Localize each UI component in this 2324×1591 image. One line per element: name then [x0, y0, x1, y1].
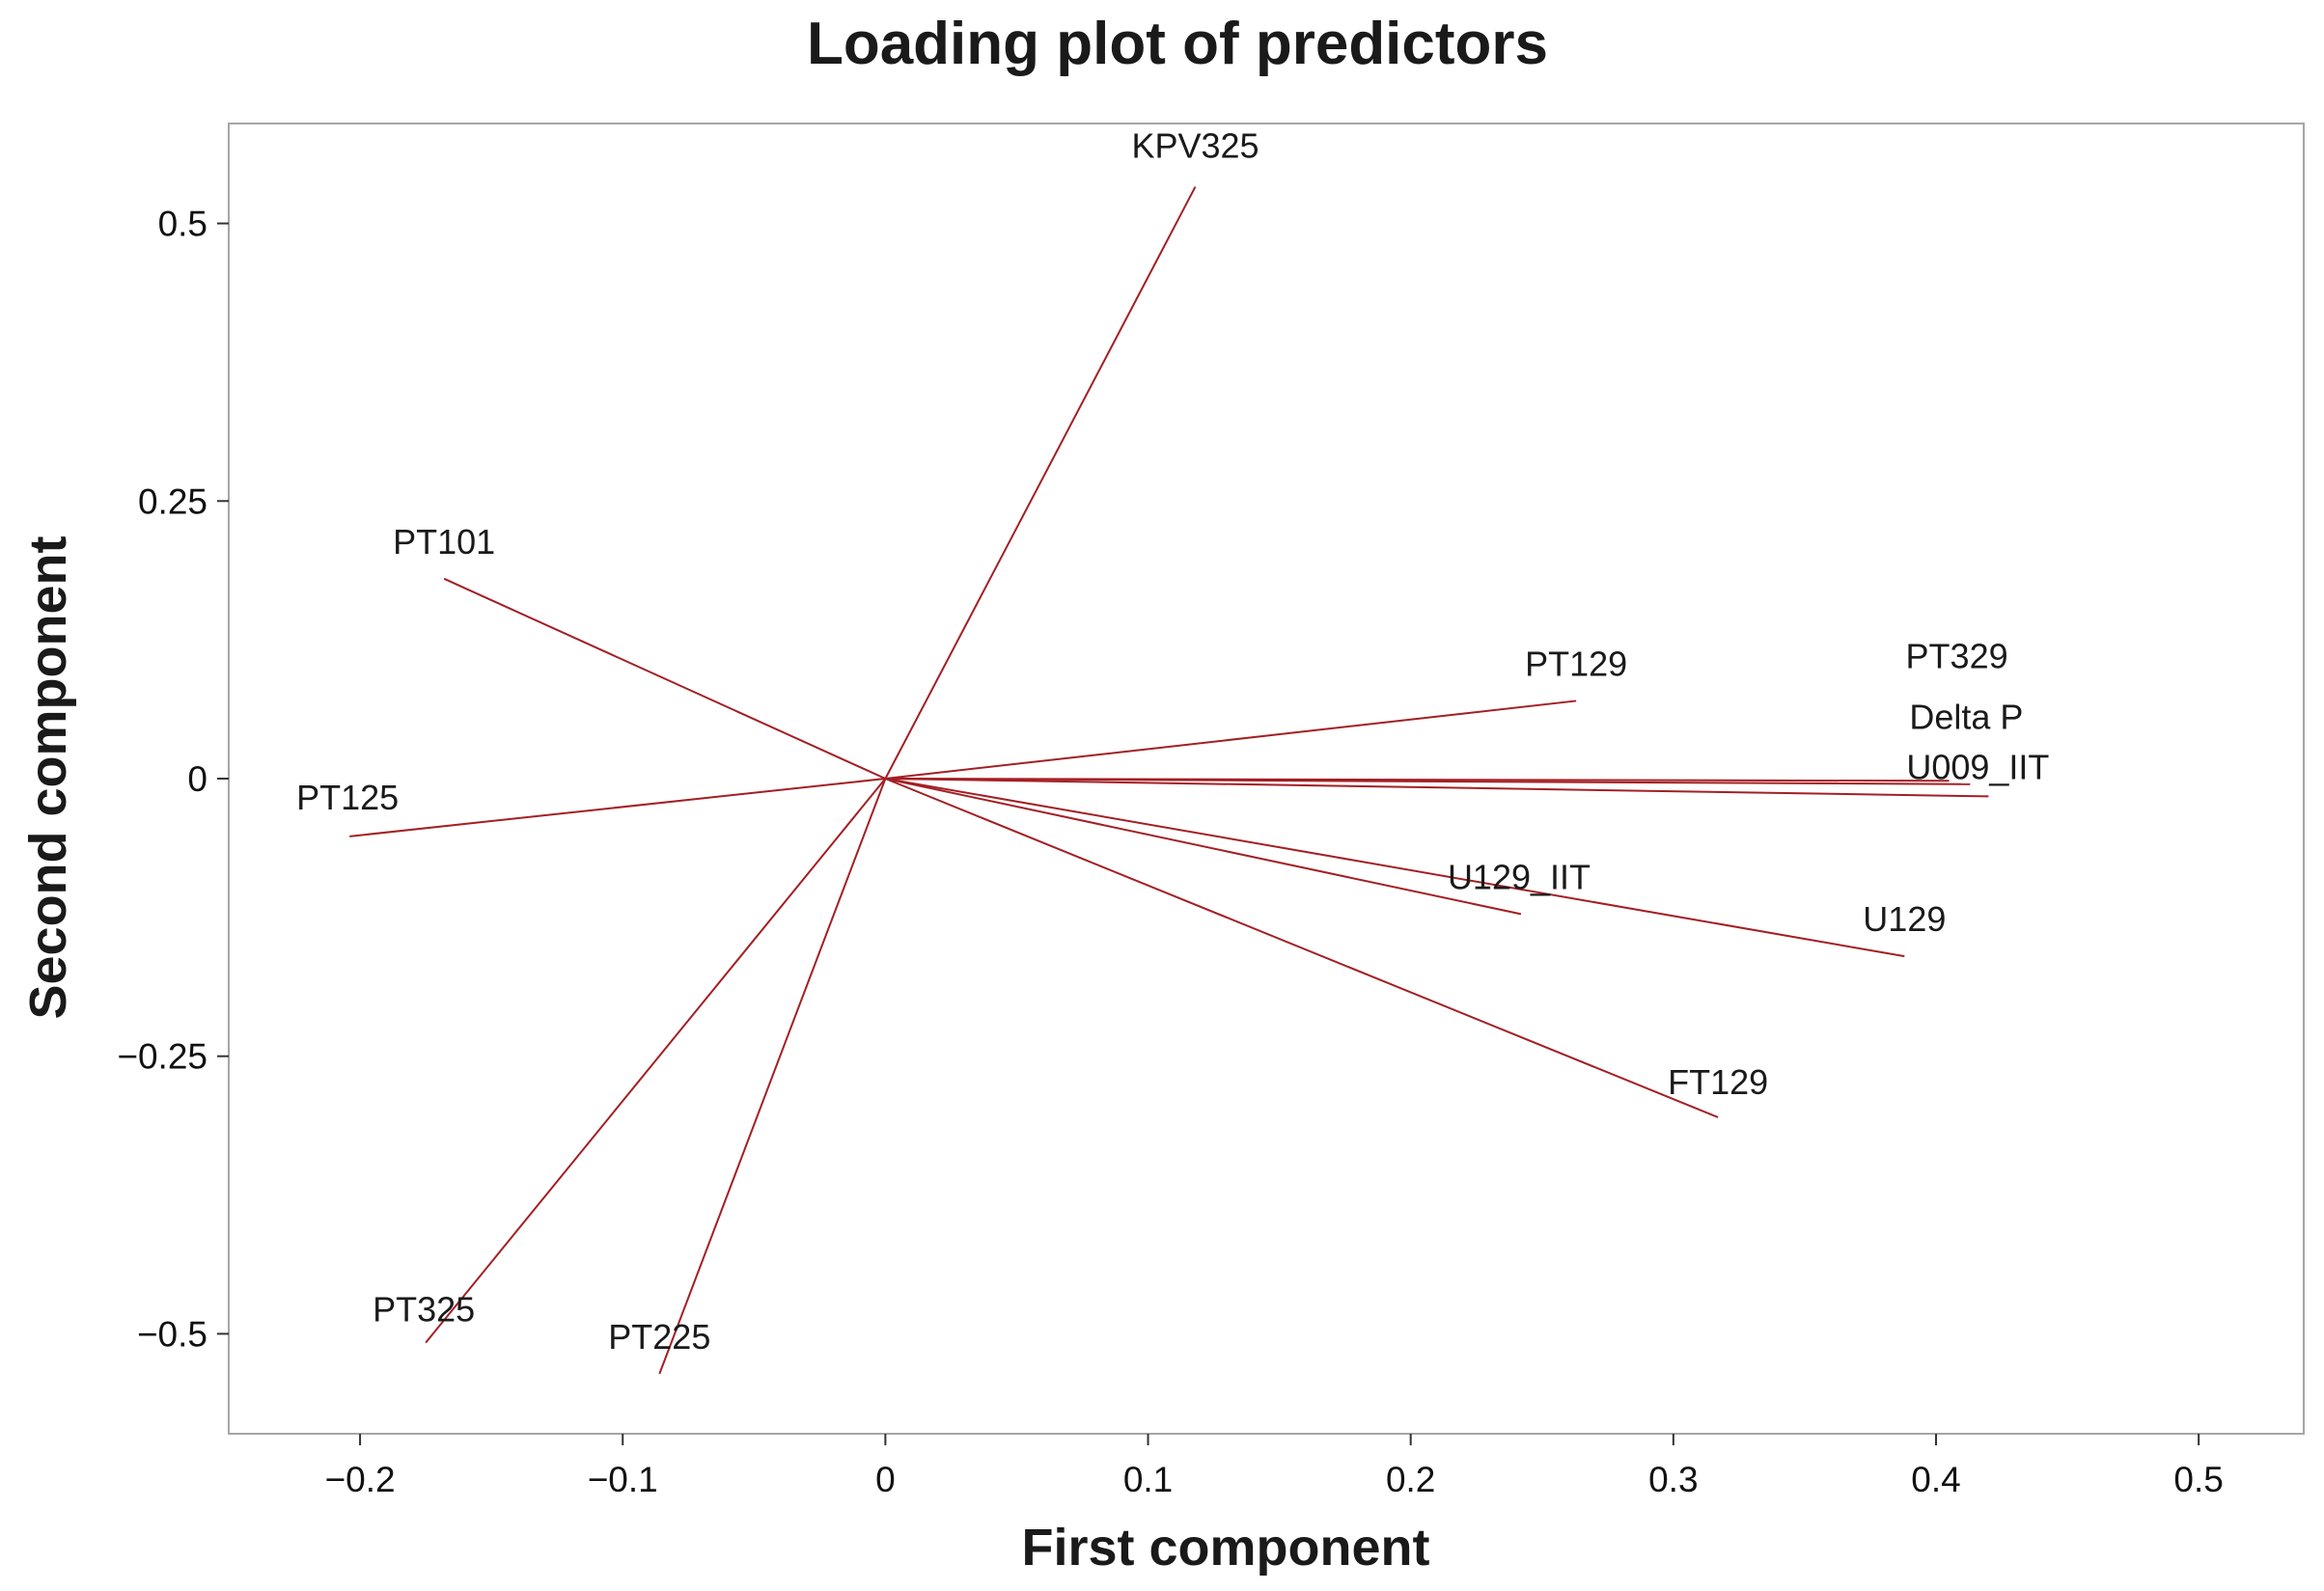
loading-vector-pt225	[658, 778, 887, 1375]
x-tick-label: 0.2	[1386, 1460, 1435, 1499]
loading-label-u009-iit: U009_IIT	[1906, 747, 2049, 786]
x-tick-label: 0.1	[1123, 1460, 1173, 1499]
x-tick-label: 0	[875, 1460, 896, 1499]
loading-label-pt101: PT101	[393, 522, 495, 562]
loading-vector-delta-p	[885, 778, 1971, 785]
loading-label-pt129: PT129	[1525, 644, 1627, 683]
loading-label-u129: U129	[1863, 899, 1946, 939]
loading-label-ft129: FT129	[1668, 1062, 1768, 1102]
x-axis-ticks: −0.2 −0.1 0 0.1 0.2 0.3 0.4 0.5	[325, 1434, 2224, 1499]
x-tick-label: −0.2	[325, 1460, 396, 1499]
y-axis-ticks: 0.5 0.25 0 −0.25 −0.5	[117, 205, 229, 1354]
y-axis-label: Second component	[19, 535, 77, 1019]
y-tick-label: −0.5	[137, 1314, 208, 1354]
loading-label-pt125: PT125	[296, 778, 399, 817]
x-axis-label: First component	[1021, 1519, 1429, 1577]
y-tick-label: 0.25	[138, 481, 208, 521]
loading-label-delta-p: Delta P	[1909, 698, 2023, 737]
loading-vector-ft129	[885, 778, 1719, 1118]
loading-vector-kpv325	[884, 186, 1197, 780]
chart-title: Loading plot of predictors	[807, 11, 1548, 77]
x-tick-label: 0.4	[1911, 1460, 1960, 1499]
loading-label-u129-iit: U129_IIT	[1448, 857, 1591, 896]
y-tick-label: 0.5	[158, 205, 208, 244]
loading-vectors	[349, 186, 1989, 1375]
x-tick-label: 0.5	[2173, 1460, 2223, 1499]
y-tick-label: 0	[187, 759, 208, 799]
loading-labels: KPV325 PT101 PT129 PT329 Delta P U009_IIT PT12…	[296, 126, 2049, 1357]
loading-vector-u129	[885, 778, 1905, 958]
loading-label-kpv325: KPV325	[1131, 126, 1259, 166]
loading-vector-pt129	[885, 699, 1577, 780]
loading-vector-u009-iit	[885, 778, 1989, 798]
x-tick-label: −0.1	[588, 1460, 658, 1499]
loading-vector-u129-iit	[885, 778, 1522, 916]
x-tick-label: 0.3	[1648, 1460, 1698, 1499]
loading-vector-pt325	[425, 778, 887, 1344]
loading-vector-pt101	[443, 577, 886, 780]
loading-vector-pt125	[349, 778, 886, 837]
loading-label-pt329: PT329	[1906, 636, 2008, 675]
loading-label-pt225: PT225	[608, 1317, 710, 1357]
y-tick-label: −0.25	[117, 1037, 208, 1077]
loading-label-pt325: PT325	[373, 1290, 475, 1330]
